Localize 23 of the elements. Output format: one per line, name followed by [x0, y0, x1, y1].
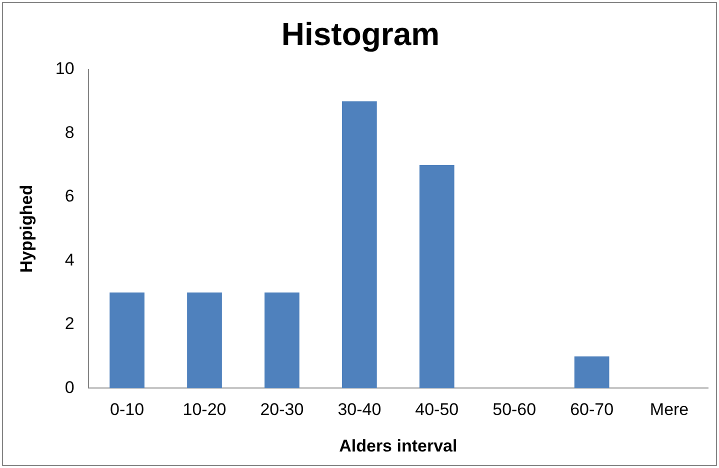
x-tick-label: 0-10: [110, 400, 144, 420]
x-axis-title: Alders interval: [339, 436, 458, 456]
y-axis-title: Hyppighed: [16, 184, 36, 273]
x-tick-label: 60-70: [570, 400, 614, 420]
x-tick-label: 20-30: [260, 400, 304, 420]
bar: [264, 292, 300, 388]
bar: [342, 101, 377, 388]
bar: [574, 356, 610, 388]
x-tick-label: Mere: [650, 400, 689, 420]
y-tick-label: 0: [64, 378, 74, 397]
chart-title: Histogram: [281, 16, 440, 52]
x-tick-label: 10-20: [182, 400, 226, 420]
y-tick-label: 4: [64, 250, 74, 270]
bar: [419, 165, 454, 388]
y-tick-label: 8: [64, 122, 74, 142]
x-tick-label: 50-60: [492, 400, 536, 420]
y-tick-label: 2: [64, 314, 74, 334]
y-tick-label: 6: [64, 186, 74, 206]
bar: [187, 292, 222, 388]
x-tick-label: 40-50: [415, 400, 459, 420]
y-tick-label: 10: [55, 59, 74, 78]
x-tick-label: 30-40: [338, 400, 382, 420]
bar: [110, 292, 144, 388]
